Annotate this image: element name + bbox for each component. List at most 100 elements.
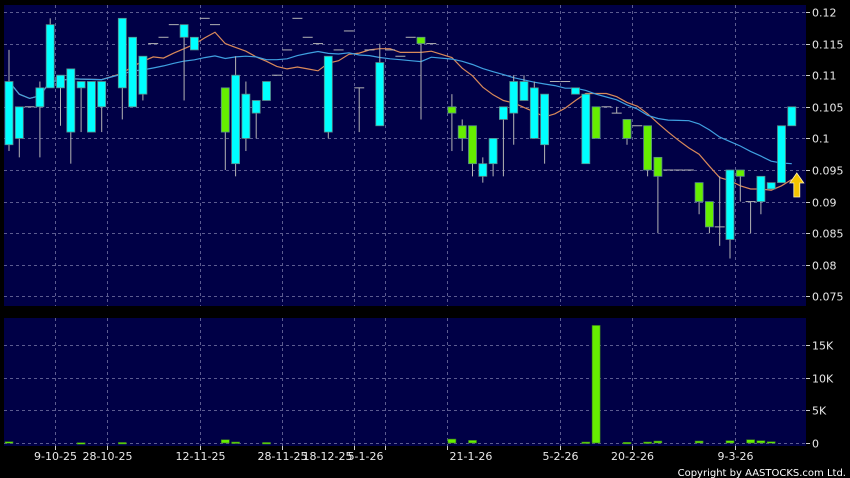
candle-body-up [179, 24, 189, 38]
price-tick-label: 0.105 [812, 102, 844, 115]
candle [787, 106, 797, 127]
volume-bar [262, 442, 271, 445]
x-tick-label: 9-10-25 [34, 450, 77, 463]
candle-body-up [241, 93, 251, 139]
candle [56, 74, 65, 126]
volume-plot-area [4, 318, 806, 446]
price-tick-label: 0.075 [812, 291, 844, 304]
candle-body-down [457, 125, 467, 139]
x-tick-label: 5-1-26 [348, 450, 384, 463]
volume-bar [118, 442, 127, 445]
price-tick-label: 0.095 [812, 165, 844, 178]
volume-bar [4, 441, 14, 444]
x-tick-label: 18-12-25 [303, 450, 353, 463]
price-tick-label: 0.12 [812, 7, 837, 20]
volume-bar [643, 441, 652, 444]
candle-body-down [705, 201, 714, 228]
candle-body-up [14, 106, 24, 139]
candle [179, 24, 189, 101]
candle [735, 169, 745, 202]
candle [220, 87, 230, 170]
candle-body-down [447, 106, 457, 114]
candle [468, 125, 477, 177]
candle-body-up [66, 68, 76, 133]
volume-bar [231, 441, 240, 444]
candle [189, 36, 199, 51]
candle [87, 81, 96, 133]
candle-body-up [529, 87, 539, 139]
price-tick-label: 0.09 [812, 197, 837, 210]
candle-body-up [777, 125, 786, 184]
x-axis: 9-10-25 28-10-25 12-11-25 28-11-2518-12-255… [34, 446, 753, 463]
volume-tick-label: 0 [812, 438, 819, 451]
candle [540, 93, 549, 164]
candle-body-up [498, 106, 508, 120]
candle [705, 201, 714, 234]
candle-body-down [622, 119, 632, 139]
candle [581, 93, 591, 165]
volume-bar [221, 439, 230, 444]
price-plot-area [4, 5, 806, 306]
candle [375, 43, 385, 127]
candle-body-up [509, 81, 519, 114]
candle-body-up [540, 93, 549, 146]
candle [529, 81, 539, 139]
candle-body-up [478, 163, 488, 177]
candle [66, 68, 76, 164]
candle-body-up [756, 175, 766, 203]
price-panel: 0.12 0.115 0.11 0.105 0.1 0.095 0.09 0.085 0.08 0… [4, 5, 844, 306]
candle [488, 137, 498, 177]
candle-body-down [591, 106, 601, 139]
candle [745, 201, 756, 234]
volume-panel: 0 5K 10K 15K [4, 318, 834, 451]
candle [714, 176, 725, 246]
candle-body-down [416, 36, 426, 44]
volume-bar [756, 440, 766, 444]
candle [777, 125, 786, 184]
candle-body-up [725, 169, 735, 240]
candle [117, 17, 127, 120]
x-tick-label: 5-2-26 [543, 450, 579, 463]
candle-body-up [128, 36, 138, 108]
candle [509, 75, 519, 145]
candle [591, 106, 601, 139]
x-tick-label: 9-3-26 [718, 450, 754, 463]
candle [323, 55, 333, 139]
candle [725, 169, 735, 259]
candle [447, 94, 457, 152]
candle-body-down [643, 125, 652, 171]
candle [756, 175, 766, 215]
volume-bar [581, 441, 591, 444]
candle [128, 36, 138, 108]
candle-body-up [35, 87, 45, 108]
candle [622, 119, 632, 145]
candle-body-up [4, 81, 14, 146]
up-arrow-icon [789, 172, 805, 198]
volume-bar [622, 442, 632, 445]
candle-body-down [220, 87, 230, 133]
candle-body-down [735, 169, 745, 177]
price-tick-label: 0.115 [812, 39, 844, 52]
candle-body-up [76, 81, 86, 89]
candle [138, 55, 148, 101]
candle-body-up [581, 93, 591, 165]
candle-body-up [571, 87, 580, 95]
candle [76, 81, 86, 133]
candle [611, 106, 622, 114]
candle-body-up [488, 137, 498, 165]
x-tick-label: 20-2-26 [611, 450, 654, 463]
candle [45, 18, 55, 89]
candle-body-up [231, 74, 241, 165]
price-tick-label: 0.085 [812, 228, 844, 241]
candle [354, 87, 365, 133]
candle-body-up [97, 81, 107, 108]
volume-bar [653, 440, 663, 444]
candle [766, 182, 776, 190]
candle [416, 36, 426, 120]
volume-tick-label: 10K [812, 373, 834, 386]
x-tick-label: 28-10-25 [83, 450, 133, 463]
candle-body-up [56, 74, 65, 89]
candle [571, 87, 580, 95]
candle-body-down [653, 156, 663, 177]
